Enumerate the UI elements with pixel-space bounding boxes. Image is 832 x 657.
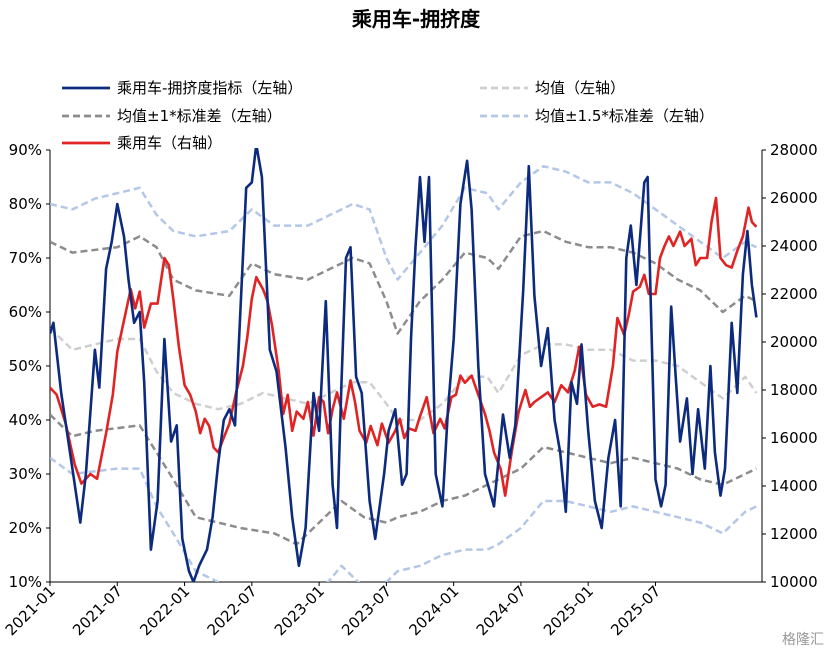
series-line-5 — [50, 164, 757, 281]
x-tick-label: 2023-01 — [271, 582, 328, 639]
y-left-tick-label: 90% — [9, 141, 42, 159]
y-right-tick-label: 10000 — [770, 573, 818, 591]
series-line-2 — [50, 327, 758, 422]
x-tick-label: 2023-07 — [338, 582, 395, 639]
legend-item-label: 乘用车（右轴） — [117, 134, 222, 152]
y-right-tick-label: 12000 — [770, 525, 818, 543]
series-line-1 — [50, 196, 758, 497]
x-tick-label: 2025-01 — [540, 582, 597, 639]
y-right-tick-label: 22000 — [770, 285, 818, 303]
legend: 乘用车-拥挤度指标（左轴） 均值（左轴） 均值±1*标准差（左轴） 均值±1.5*标准… — [62, 79, 714, 152]
y-left-tick-label: 60% — [9, 303, 42, 321]
x-tick-label: 2025-07 — [607, 582, 664, 639]
axes: 10% 20% 30% 40% 50% 60% 70% 80% 90% 10000 12000 140… — [2, 141, 818, 639]
y-left-tick-label: 40% — [9, 411, 42, 429]
series-group — [50, 148, 758, 582]
y-right-tick-label: 14000 — [770, 477, 818, 495]
x-tick-label: 2022-07 — [204, 582, 261, 639]
legend-item-label: 均值±1.5*标准差（左轴） — [535, 107, 714, 125]
y-left-tick-label: 30% — [9, 465, 42, 483]
series-line-0 — [50, 148, 758, 582]
y-left-tick-label: 70% — [9, 249, 42, 267]
y-right-tick-label: 16000 — [770, 429, 818, 447]
y-left-tick-label: 80% — [9, 195, 42, 213]
series-line-3 — [50, 229, 757, 335]
y-right-tick-label: 28000 — [770, 141, 818, 159]
watermark: 格隆汇 — [782, 632, 824, 648]
series-line-6 — [50, 456, 757, 582]
y-right-tick-label: 18000 — [770, 381, 818, 399]
legend-item-label: 均值±1*标准差（左轴） — [117, 107, 282, 125]
legend-item-label: 均值（左轴） — [535, 79, 625, 97]
x-tick-label: 2024-07 — [473, 582, 530, 639]
x-tick-label: 2021-07 — [69, 582, 126, 639]
y-right-tick-label: 26000 — [770, 189, 818, 207]
x-tick-label: 2024-01 — [405, 582, 462, 639]
y-right-tick-label: 20000 — [770, 333, 818, 351]
legend-item-label: 乘用车-拥挤度指标（左轴） — [117, 79, 302, 97]
chart-title: 乘用车-拥挤度 — [351, 7, 481, 31]
x-tick-label: 2022-01 — [136, 582, 193, 639]
y-left-tick-label: 50% — [9, 357, 42, 375]
y-left-tick-label: 20% — [9, 519, 42, 537]
y-left-tick-label: 10% — [9, 573, 42, 591]
y-right-tick-label: 24000 — [770, 237, 818, 255]
